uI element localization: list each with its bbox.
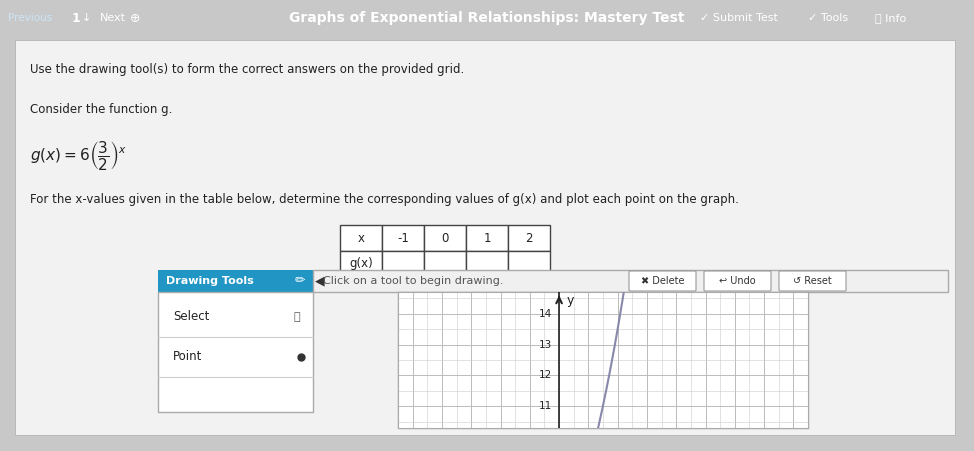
- Text: 🔎: 🔎: [293, 312, 300, 322]
- FancyBboxPatch shape: [466, 225, 508, 251]
- FancyBboxPatch shape: [466, 251, 508, 277]
- Text: Previous: Previous: [8, 13, 53, 23]
- FancyBboxPatch shape: [382, 251, 424, 277]
- Text: 11: 11: [539, 401, 551, 411]
- FancyBboxPatch shape: [15, 40, 955, 435]
- Text: For the x-values given in the table below, determine the corresponding values of: For the x-values given in the table belo…: [30, 193, 739, 207]
- FancyBboxPatch shape: [158, 292, 313, 412]
- Text: Use the drawing tool(s) to form the correct answers on the provided grid.: Use the drawing tool(s) to form the corr…: [30, 64, 465, 77]
- FancyBboxPatch shape: [313, 270, 948, 292]
- Text: Next: Next: [100, 13, 126, 23]
- Text: Graphs of Exponential Relationships: Mastery Test: Graphs of Exponential Relationships: Mas…: [289, 11, 685, 25]
- Text: Drawing Tools: Drawing Tools: [166, 276, 254, 286]
- Text: $g(x) = 6\left(\dfrac{3}{2}\right)^x$: $g(x) = 6\left(\dfrac{3}{2}\right)^x$: [30, 138, 128, 171]
- FancyBboxPatch shape: [424, 225, 466, 251]
- Text: ◀: ◀: [315, 275, 324, 287]
- FancyBboxPatch shape: [340, 225, 382, 251]
- Text: y: y: [567, 295, 574, 308]
- Text: Point: Point: [173, 350, 203, 364]
- Text: Select: Select: [173, 310, 209, 323]
- Text: Click on a tool to begin drawing.: Click on a tool to begin drawing.: [323, 276, 504, 286]
- Text: ✏: ✏: [295, 275, 306, 287]
- Text: x: x: [357, 231, 364, 244]
- Text: 0: 0: [441, 231, 449, 244]
- FancyBboxPatch shape: [158, 270, 313, 292]
- Text: 14: 14: [539, 308, 551, 319]
- FancyBboxPatch shape: [382, 225, 424, 251]
- Text: ⓘ Info: ⓘ Info: [875, 13, 906, 23]
- Text: 2: 2: [525, 231, 533, 244]
- Text: ↓: ↓: [82, 13, 92, 23]
- FancyBboxPatch shape: [508, 225, 550, 251]
- Text: ✓ Submit Test: ✓ Submit Test: [700, 13, 778, 23]
- FancyBboxPatch shape: [398, 292, 808, 428]
- Text: Consider the function g.: Consider the function g.: [30, 103, 172, 116]
- FancyBboxPatch shape: [424, 251, 466, 277]
- FancyBboxPatch shape: [508, 251, 550, 277]
- FancyBboxPatch shape: [340, 251, 382, 277]
- Text: 1: 1: [483, 231, 491, 244]
- Text: 1: 1: [72, 11, 81, 24]
- Text: -1: -1: [397, 231, 409, 244]
- Text: g(x): g(x): [349, 258, 373, 271]
- Text: ↩ Undo: ↩ Undo: [719, 276, 756, 286]
- FancyBboxPatch shape: [629, 271, 696, 291]
- Text: ⊕: ⊕: [130, 11, 140, 24]
- FancyBboxPatch shape: [779, 271, 846, 291]
- Text: ✓ Tools: ✓ Tools: [808, 13, 848, 23]
- Text: ✖ Delete: ✖ Delete: [641, 276, 685, 286]
- Text: 12: 12: [539, 370, 551, 381]
- Text: ↺ Reset: ↺ Reset: [793, 276, 832, 286]
- Text: 13: 13: [539, 340, 551, 350]
- FancyBboxPatch shape: [704, 271, 771, 291]
